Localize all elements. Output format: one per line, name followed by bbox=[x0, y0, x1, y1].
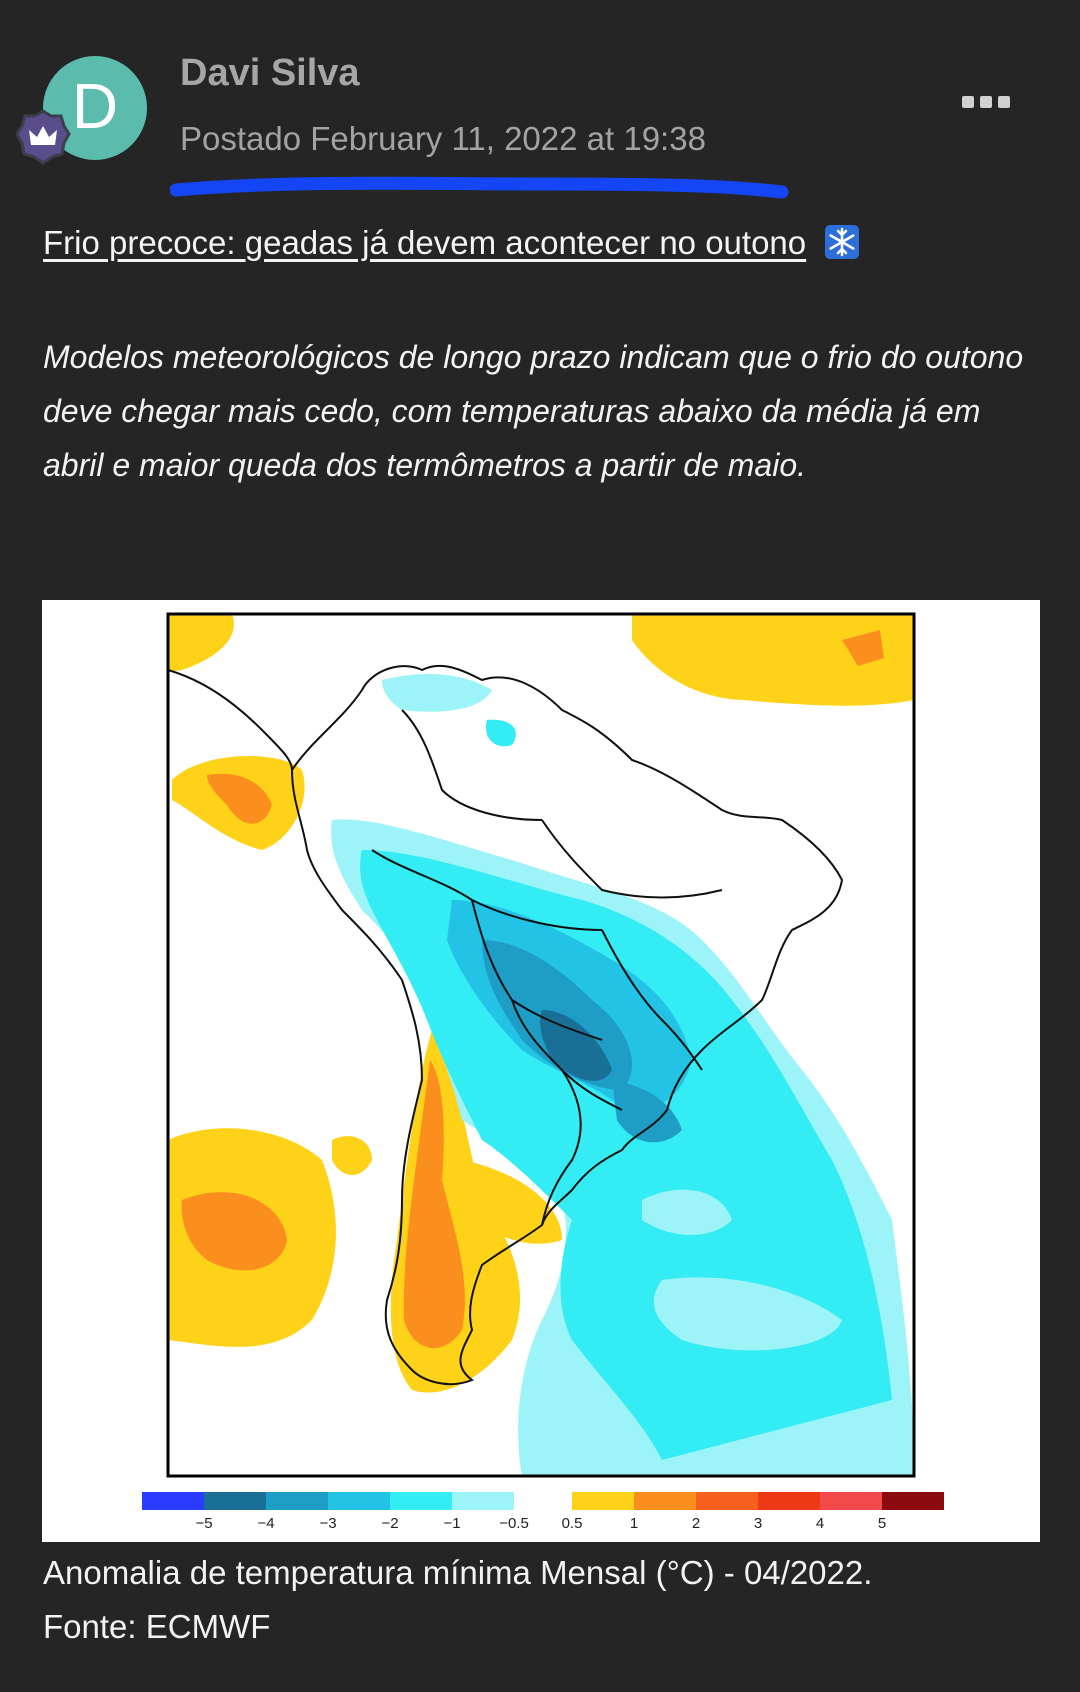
coastlines-and-borders bbox=[167, 664, 844, 1386]
colorbar-segment bbox=[266, 1492, 328, 1510]
more-options-button[interactable] bbox=[962, 96, 1016, 118]
crown-icon bbox=[15, 109, 71, 165]
colorbar-segment bbox=[390, 1492, 452, 1510]
colorbar-segment bbox=[142, 1492, 204, 1510]
colorbar-tick-label: −4 bbox=[257, 1515, 274, 1532]
colorbar-tick-label: −2 bbox=[381, 1515, 398, 1532]
colorbar-segment bbox=[882, 1492, 944, 1510]
colorbar-segment bbox=[696, 1492, 758, 1510]
map-frame bbox=[166, 612, 916, 1478]
figure-caption: Anomalia de temperatura mínima Mensal (°… bbox=[43, 1546, 1043, 1654]
colorbar-segment bbox=[634, 1492, 696, 1510]
colorbar-tick-label: 4 bbox=[816, 1515, 824, 1532]
colorbar-segment bbox=[758, 1492, 820, 1510]
colorbar: −5 −4 −3 −2 −1 −0.5 0.5 1 2 3 4 5 bbox=[142, 1492, 944, 1532]
colorbar-segment bbox=[452, 1492, 514, 1510]
caption-source: Fonte: ECMWF bbox=[43, 1608, 271, 1645]
colorbar-tick-label: 5 bbox=[878, 1515, 886, 1532]
colorbar-tick-label: 2 bbox=[692, 1515, 700, 1532]
headline-link[interactable]: Frio precoce: geadas já devem acontecer … bbox=[43, 224, 807, 261]
more-horizontal-icon bbox=[980, 96, 992, 108]
more-horizontal-icon bbox=[998, 96, 1010, 108]
headline: Frio precoce: geadas já devem acontecer … bbox=[43, 224, 860, 262]
avatar-initial: D bbox=[71, 70, 119, 142]
colorbar-tick-label: −5 bbox=[195, 1515, 212, 1532]
colorbar-segment bbox=[820, 1492, 882, 1510]
post-timestamp: Postado February 11, 2022 at 19:38 bbox=[180, 120, 706, 157]
colorbar-tick-label: −0.5 bbox=[499, 1515, 529, 1532]
colorbar-tick-label: 3 bbox=[754, 1515, 762, 1532]
colorbar-tick-label: 1 bbox=[630, 1515, 638, 1532]
snowflake-icon bbox=[825, 225, 860, 260]
colorbar-tick-label: −1 bbox=[443, 1515, 460, 1532]
colorbar-tick-label: −3 bbox=[319, 1515, 336, 1532]
hand-drawn-underline bbox=[170, 176, 789, 199]
colorbar-segment bbox=[572, 1492, 634, 1510]
colorbar-segment bbox=[328, 1492, 390, 1510]
author-name[interactable]: Davi Silva bbox=[180, 52, 360, 94]
caption-title: Anomalia de temperatura mínima Mensal (°… bbox=[43, 1554, 873, 1591]
colorbar-segment bbox=[204, 1492, 266, 1510]
colorbar-tick-label: 0.5 bbox=[562, 1515, 583, 1532]
more-horizontal-icon bbox=[962, 96, 974, 108]
lead-paragraph: Modelos meteorológicos de longo prazo in… bbox=[43, 339, 1024, 483]
temperature-anomaly-map[interactable]: −5 −4 −3 −2 −1 −0.5 0.5 1 2 3 4 5 bbox=[42, 600, 1040, 1542]
